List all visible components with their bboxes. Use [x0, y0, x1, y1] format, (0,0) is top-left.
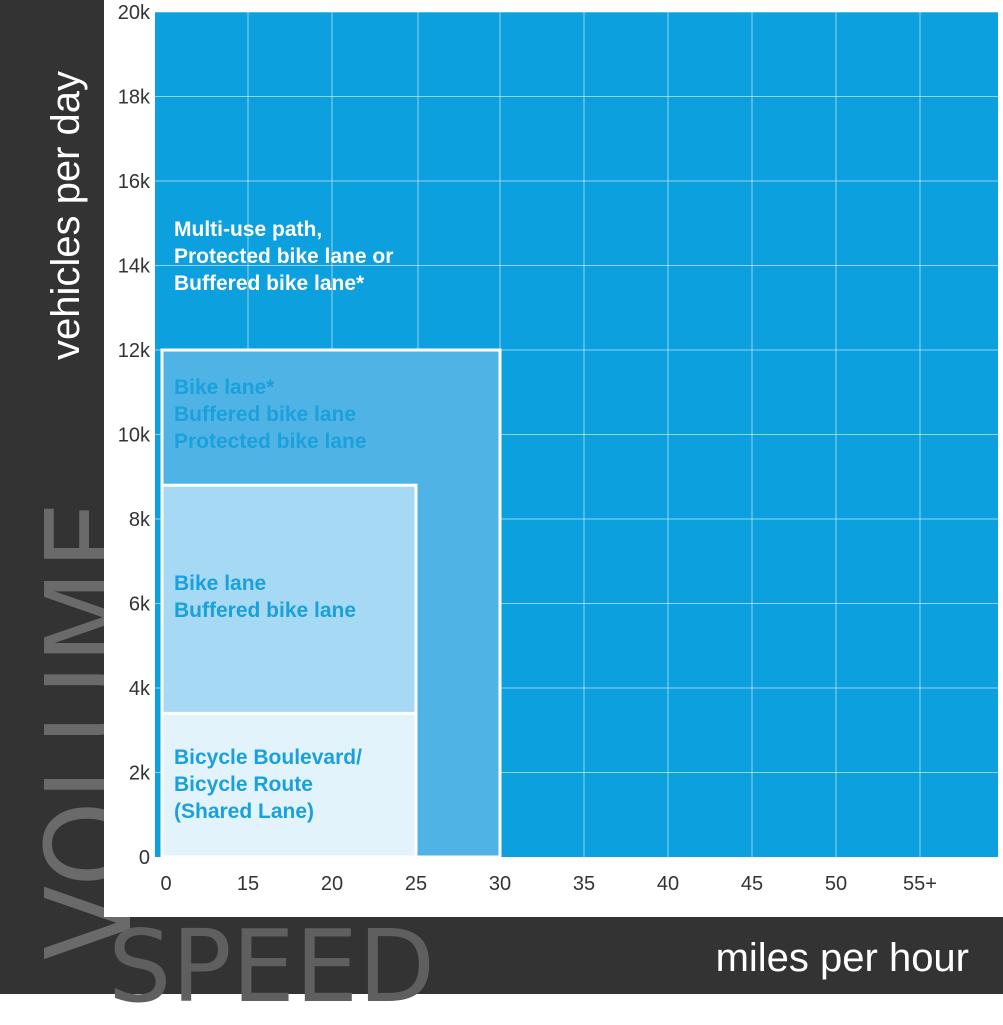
x-tick-label: 0: [160, 873, 171, 895]
zone-label-4-line-1: Bicycle Boulevard/: [174, 746, 362, 769]
y-axis-band: [0, 0, 104, 994]
y-tick-label: 16k: [118, 171, 151, 193]
x-axis-label: miles per hour: [715, 936, 969, 980]
zone-label-3-line-1: Bike lane: [174, 572, 266, 595]
zone-label-1-line-3: Buffered bike lane*: [174, 272, 365, 295]
x-tick-label: 55+: [903, 873, 937, 895]
x-tick-label: 30: [489, 873, 511, 895]
x-tick-label: 45: [741, 873, 763, 895]
x-tick-label: 40: [657, 873, 679, 895]
zone-label-3-line-2: Buffered bike lane: [174, 599, 356, 622]
x-tick-label: 15: [237, 873, 259, 895]
zone-label-1-line-1: Multi-use path,: [174, 218, 322, 241]
y-tick-label: 14k: [118, 256, 151, 278]
zone-label-4-line-3: (Shared Lane): [174, 800, 314, 823]
zone-label-4-line-2: Bicycle Route: [174, 773, 313, 796]
y-tick-label: 0: [139, 847, 150, 869]
x-tick-label: 20: [321, 873, 343, 895]
zone-4-fill: [160, 711, 418, 859]
zone-label-1-line-2: Protected bike lane or: [174, 245, 393, 268]
y-tick-label: 8k: [129, 509, 151, 531]
y-tick-label: 12k: [118, 340, 151, 362]
x-tick-label: 50: [825, 873, 847, 895]
y-tick-label: 2k: [129, 763, 151, 785]
zone-label-2-line-3: Protected bike lane: [174, 430, 367, 453]
y-tick-label: 10k: [118, 425, 151, 447]
chart-plot: Multi-use path, Protected bike lane or Buf…: [117, 2, 998, 895]
y-tick-label: 18k: [118, 87, 151, 109]
zone-label-2-line-2: Buffered bike lane: [174, 403, 356, 426]
zone-label-2-line-1: Bike lane*: [174, 376, 275, 399]
x-axis-band: [0, 917, 1003, 994]
x-tick-label: 25: [405, 873, 427, 895]
y-tick-label: 6k: [129, 594, 151, 616]
y-tick-label: 4k: [129, 678, 151, 700]
y-tick-label: 20k: [118, 2, 151, 24]
x-tick-label: 35: [573, 873, 595, 895]
